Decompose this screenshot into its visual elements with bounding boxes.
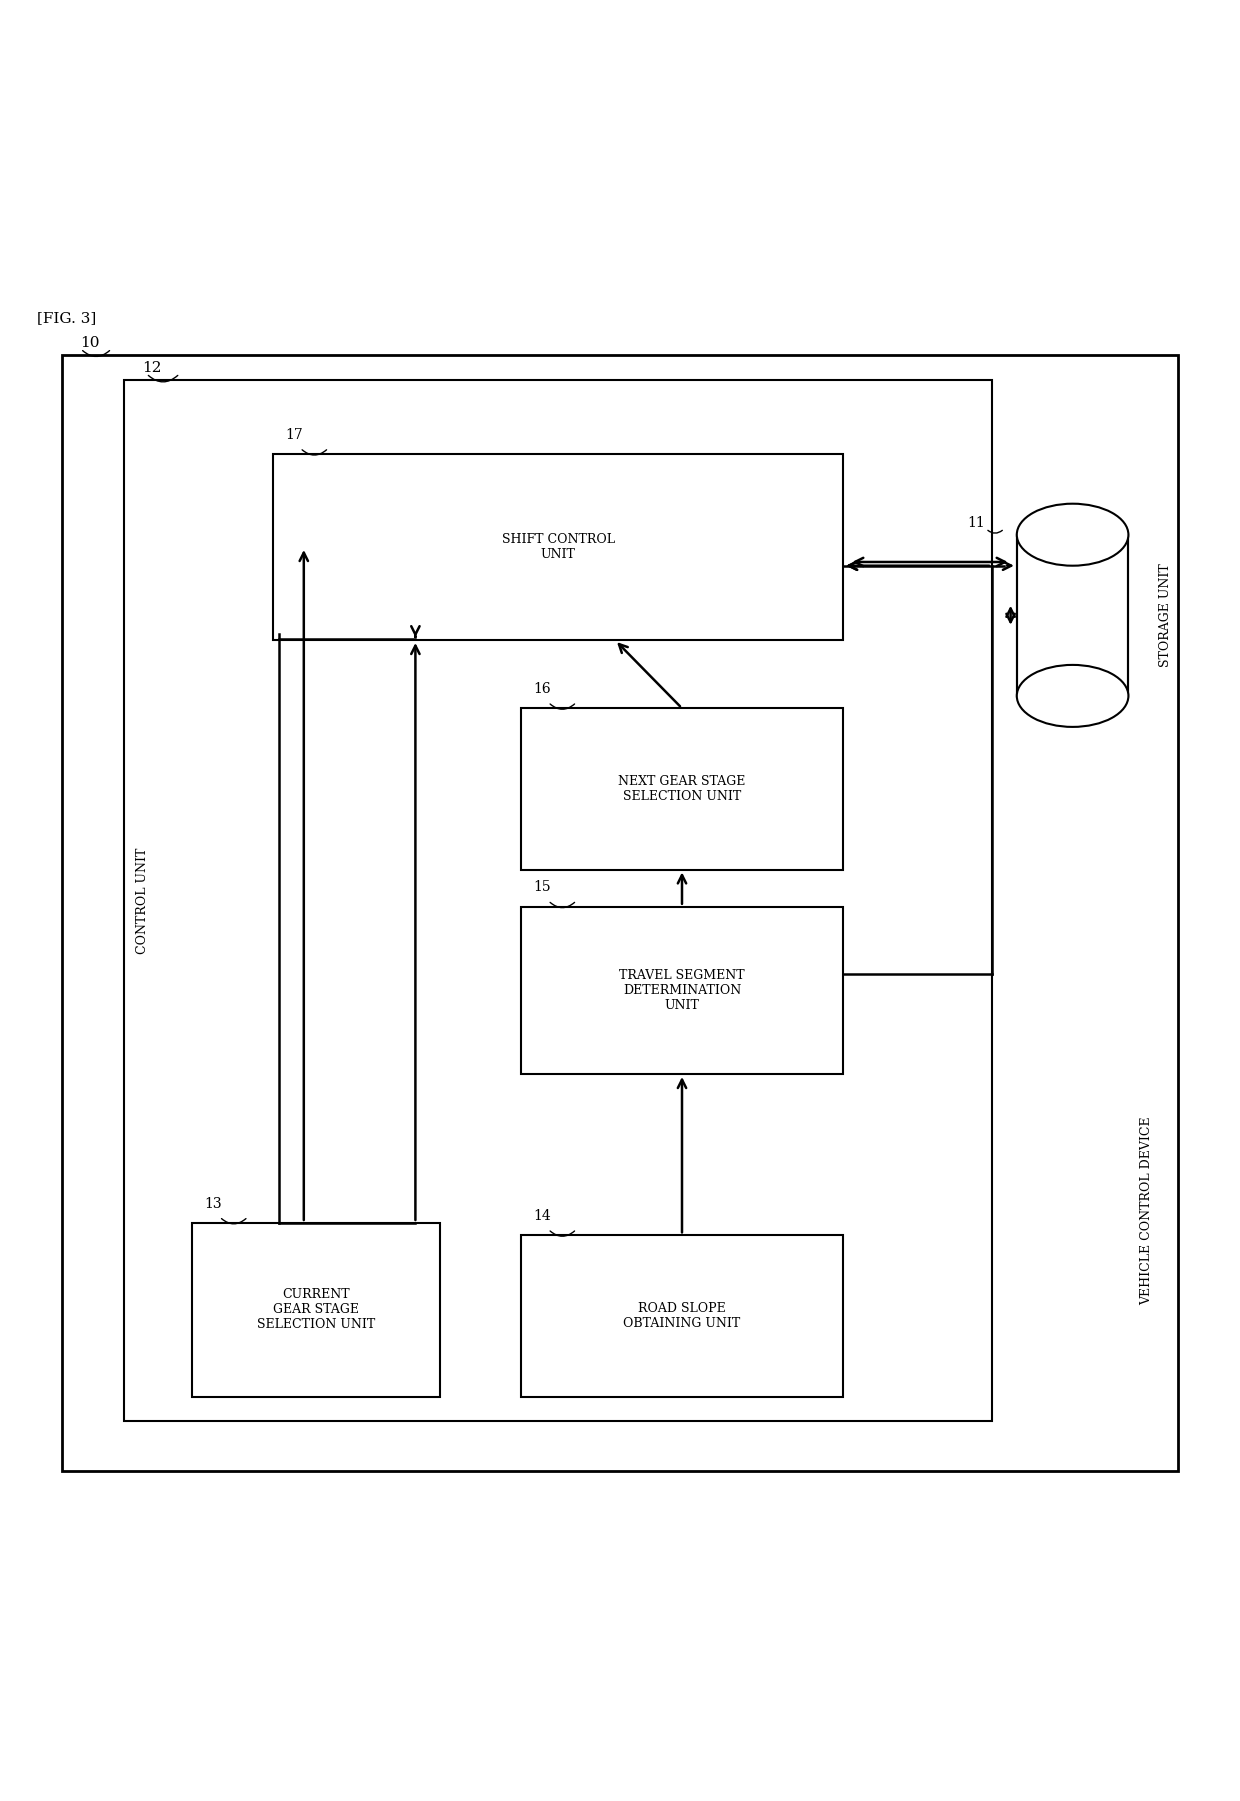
Text: 15: 15 (533, 881, 551, 895)
FancyBboxPatch shape (521, 906, 843, 1073)
Text: VEHICLE CONTROL DEVICE: VEHICLE CONTROL DEVICE (1141, 1117, 1153, 1304)
Text: CONTROL UNIT: CONTROL UNIT (136, 846, 149, 955)
Text: [FIG. 3]: [FIG. 3] (37, 312, 97, 326)
FancyBboxPatch shape (62, 355, 1178, 1471)
Ellipse shape (1017, 665, 1128, 728)
FancyBboxPatch shape (1017, 535, 1128, 695)
Text: 16: 16 (533, 683, 551, 695)
Text: 12: 12 (143, 360, 162, 375)
Text: SHIFT CONTROL
UNIT: SHIFT CONTROL UNIT (501, 533, 615, 562)
Text: TRAVEL SEGMENT
DETERMINATION
UNIT: TRAVEL SEGMENT DETERMINATION UNIT (619, 969, 745, 1012)
FancyBboxPatch shape (192, 1223, 440, 1396)
FancyBboxPatch shape (273, 454, 843, 639)
Text: 14: 14 (533, 1208, 551, 1223)
Text: NEXT GEAR STAGE
SELECTION UNIT: NEXT GEAR STAGE SELECTION UNIT (619, 774, 745, 803)
Text: 17: 17 (285, 427, 303, 441)
Text: 11: 11 (967, 517, 985, 529)
Text: CURRENT
GEAR STAGE
SELECTION UNIT: CURRENT GEAR STAGE SELECTION UNIT (257, 1288, 376, 1331)
Text: STORAGE UNIT: STORAGE UNIT (1159, 564, 1172, 666)
FancyBboxPatch shape (124, 380, 992, 1421)
FancyBboxPatch shape (521, 708, 843, 870)
Text: 10: 10 (81, 337, 100, 351)
Text: ROAD SLOPE
OBTAINING UNIT: ROAD SLOPE OBTAINING UNIT (624, 1302, 740, 1329)
Text: 13: 13 (205, 1196, 222, 1210)
FancyBboxPatch shape (521, 1235, 843, 1396)
Ellipse shape (1017, 504, 1128, 566)
